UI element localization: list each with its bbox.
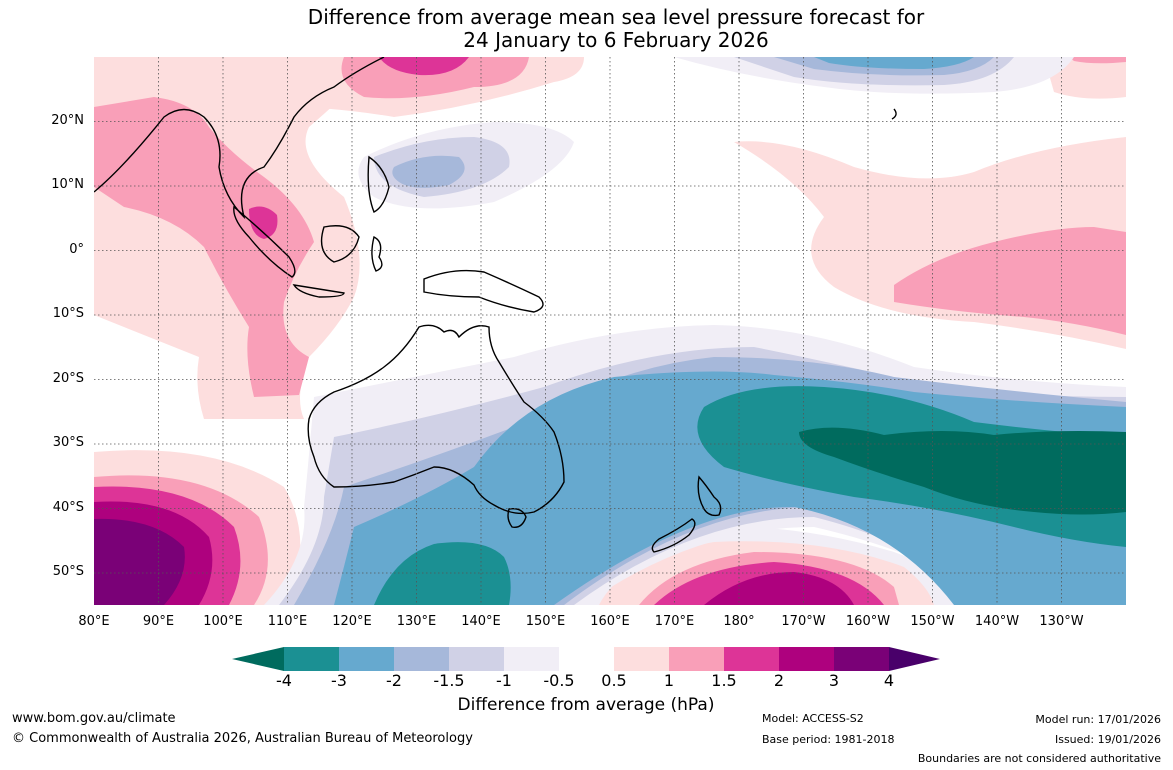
colorbar-tick-neg0.5: -0.5 [543, 671, 575, 690]
lon-label-130w: 130°W [1039, 614, 1084, 629]
lon-label-150w: 150°W [910, 614, 955, 629]
colorbar-swatch-3-4 [834, 647, 889, 671]
lon-label-160w: 160°W [845, 614, 891, 629]
colorbar-tick-neg3: -3 [331, 671, 347, 690]
colorbar-swatch-neg1-neg0.5 [504, 647, 559, 671]
colorbar-swatch-neutral [559, 647, 614, 671]
colorbar-tick-neg1: -1 [496, 671, 512, 690]
map-title-line2: 24 January to 6 February 2026 [463, 28, 769, 52]
boundaries-disclaimer: Boundaries are not considered authoritat… [917, 752, 1161, 765]
colorbar-swatch-0.5-1 [614, 647, 669, 671]
colorbar-tick-2: 2 [773, 671, 785, 690]
lon-label-170e: 170°E [654, 614, 695, 629]
anomaly-positive-north-top [254, 57, 584, 117]
colorbar-swatch-neg2-neg1.5 [394, 647, 449, 671]
lon-label-180: 180° [723, 614, 755, 629]
colorbar-tick-neg2: -2 [386, 671, 402, 690]
philippines-coastline [367, 155, 390, 213]
sumatra-coastline [233, 205, 296, 278]
colorbar-swatch-extend-low [232, 647, 284, 671]
lat-label-10n: 10°N [51, 177, 84, 192]
lon-label-110e: 110°E [267, 614, 308, 629]
colorbar-tick-3: 3 [828, 671, 840, 690]
japan-coastline [891, 108, 897, 120]
copyright-notice: © Commonwealth of Australia 2026, Austra… [12, 731, 473, 746]
tasmania-coastline [507, 507, 527, 528]
lon-label-170w: 170°W [781, 614, 826, 629]
lon-label-120e: 120°E [332, 614, 372, 629]
asia-coastline [94, 57, 385, 220]
model-run-date: Model run: 17/01/2026 [1035, 713, 1161, 726]
borneo-coastline [320, 225, 360, 263]
new-zealand-north-coastline [697, 475, 722, 517]
pressure-anomaly-map [94, 57, 1126, 605]
colorbar-tick-1: 1 [663, 671, 675, 690]
lon-label-100e: 100°E [203, 614, 243, 629]
colorbar-tick-neg1.5: -1.5 [433, 671, 465, 690]
lat-label-20s: 20°S [52, 371, 84, 386]
colorbar-tick-0.5: 0.5 [601, 671, 627, 690]
issued-date: Issued: 19/01/2026 [1054, 733, 1161, 746]
anomaly-negative-south-australia [374, 542, 511, 605]
lon-label-160e: 160°E [590, 614, 630, 629]
colorbar-tick-4: 4 [883, 671, 895, 690]
lat-label-40s: 40°S [52, 500, 84, 515]
australia-coastline [307, 324, 565, 515]
colorbar-tick-neg4: -4 [276, 671, 292, 690]
anomaly-positive-east-pacific [734, 57, 1126, 349]
site-link[interactable]: www.bom.gov.au/climate [12, 711, 176, 726]
java-coastline [292, 284, 345, 298]
colorbar-swatch-extend-high [889, 647, 940, 671]
lat-label-30s: 30°S [52, 435, 84, 450]
lat-label-20n: 20°N [51, 113, 84, 128]
new-guinea-coastline [423, 269, 544, 313]
colorbar-swatch-1.5-2 [724, 647, 779, 671]
model-info: Model: ACCESS-S2 [762, 712, 864, 725]
new-zealand-south-coastline [651, 518, 696, 553]
lon-label-140e: 140°E [461, 614, 501, 629]
map-title-line1: Difference from average mean sea level p… [307, 5, 925, 29]
anomaly-negative-southern [264, 325, 1126, 605]
colorbar-swatch-2-3 [779, 647, 834, 671]
base-period-info: Base period: 1981-2018 [762, 733, 895, 746]
lat-label-50s: 50°S [52, 564, 84, 579]
anomaly-negative-tasman [697, 386, 1126, 547]
anomaly-negative-north-pacific [358, 57, 1074, 209]
colorbar-swatch-1-1.5 [669, 647, 724, 671]
lat-label-equator: 0° [69, 242, 84, 257]
colorbar-swatch-neg1.5-neg1 [449, 647, 504, 671]
colorbar-tick-1.5: 1.5 [711, 671, 737, 690]
lon-label-140w: 140°W [974, 614, 1020, 629]
lon-label-80e: 80°E [78, 614, 110, 629]
lon-label-90e: 90°E [142, 614, 175, 629]
coastlines [94, 57, 897, 553]
colorbar-swatch-neg3-neg2 [339, 647, 394, 671]
colorbar [232, 647, 940, 671]
colorbar-label: Difference from average (hPa) [457, 695, 715, 715]
anomaly-positive-southwest [94, 450, 301, 605]
lat-label-10s: 10°S [52, 306, 84, 321]
lon-label-130e: 130°E [396, 614, 437, 629]
sulawesi-coastline [371, 235, 383, 272]
gridlines [94, 57, 1126, 605]
lon-label-150e: 150°E [525, 614, 566, 629]
colorbar-swatch-neg4-neg3 [284, 647, 339, 671]
